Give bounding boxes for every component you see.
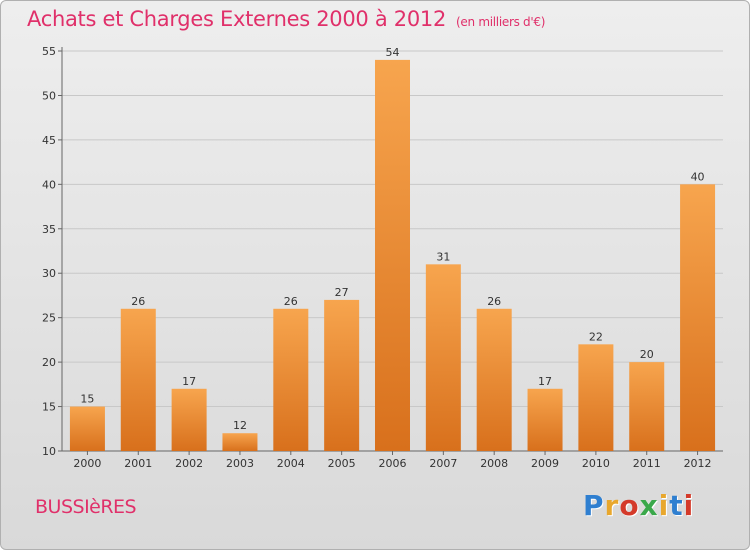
bar: [578, 344, 614, 451]
bar-value-label: 54: [386, 46, 400, 59]
y-tick-label: 55: [42, 45, 56, 58]
logo-letter: P: [583, 489, 605, 522]
x-tick-label: 2000: [73, 457, 101, 470]
bar: [171, 388, 207, 451]
bar: [629, 362, 665, 451]
bar: [476, 308, 512, 451]
bar: [425, 264, 461, 451]
y-tick-label: 45: [42, 134, 56, 147]
logo-letter: t: [669, 489, 684, 522]
y-tick-label: 10: [42, 445, 56, 458]
bar: [680, 184, 716, 452]
x-tick-label: 2012: [684, 457, 712, 470]
commune-name: BUSSIèRES: [35, 496, 137, 518]
bar: [527, 388, 563, 451]
bar-value-label: 26: [284, 295, 298, 308]
bar-value-label: 27: [335, 286, 349, 299]
bar-value-label: 26: [487, 295, 501, 308]
logo-letter: o: [619, 489, 640, 522]
logo-letter: i: [683, 489, 695, 522]
x-tick-label: 2011: [633, 457, 661, 470]
x-tick-label: 2003: [226, 457, 254, 470]
x-tick-label: 2007: [429, 457, 457, 470]
bar-value-label: 12: [233, 419, 247, 432]
y-tick-label: 50: [42, 89, 56, 102]
bar: [222, 433, 258, 451]
x-tick-label: 2001: [124, 457, 152, 470]
y-tick-label: 15: [42, 401, 56, 414]
bar-value-label: 20: [640, 348, 654, 361]
logo-letter: x: [639, 489, 659, 522]
x-tick-label: 2009: [531, 457, 559, 470]
bar: [375, 59, 410, 452]
chart-subtitle: (en milliers d'€): [456, 15, 546, 29]
y-tick-label: 35: [42, 223, 56, 236]
bar-value-label: 40: [691, 170, 705, 183]
bar-value-label: 17: [182, 375, 196, 388]
x-tick-label: 2010: [582, 457, 610, 470]
bar-value-label: 17: [538, 375, 552, 388]
bar: [273, 308, 309, 451]
x-tick-label: 2005: [328, 457, 356, 470]
y-tick-label: 30: [42, 267, 56, 280]
logo-letter: r: [604, 489, 620, 522]
x-tick-label: 2004: [277, 457, 305, 470]
y-tick-label: 25: [42, 312, 56, 325]
y-tick-label: 40: [42, 178, 56, 191]
logo-letter: i: [658, 489, 670, 522]
y-tick-label: 20: [42, 356, 56, 369]
bar-value-label: 22: [589, 330, 603, 343]
chart-title: Achats et Charges Externes 2000 à 2012 (e…: [27, 7, 546, 31]
x-tick-label: 2002: [175, 457, 203, 470]
bar-value-label: 26: [131, 295, 145, 308]
bar-value-label: 15: [80, 393, 94, 406]
proxiti-logo: Proxiti: [583, 489, 694, 522]
bar: [69, 406, 105, 451]
x-tick-label: 2006: [379, 457, 407, 470]
bar: [120, 308, 156, 451]
bar: [324, 299, 360, 451]
bar-value-label: 31: [436, 250, 450, 263]
x-tick-label: 2008: [480, 457, 508, 470]
